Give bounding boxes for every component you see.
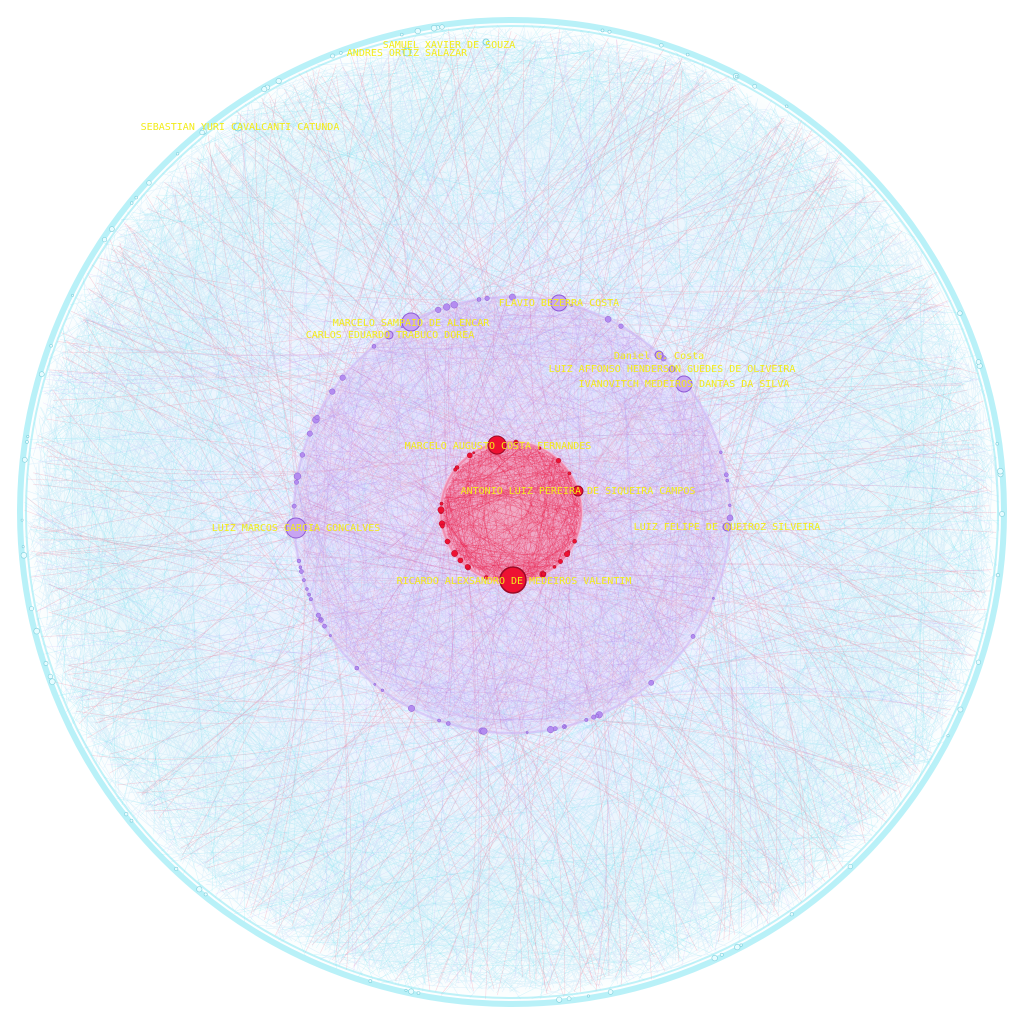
node-sebastian[interactable] <box>233 122 243 132</box>
node-samuel[interactable] <box>482 38 490 46</box>
node-luiz-affonso[interactable] <box>668 365 676 373</box>
node-andres[interactable] <box>402 47 412 57</box>
label-carlos: CARLOS EDUARDO TRABUCO DOREA <box>306 330 475 341</box>
core-edges <box>441 442 583 582</box>
node-luiz-marcos[interactable] <box>285 517 307 539</box>
node-carlos[interactable] <box>384 330 394 340</box>
node-luiz-felipe[interactable] <box>722 522 732 532</box>
node-daniel[interactable] <box>654 350 664 360</box>
label-antonio: ANTONIO LUIZ PEREIRA DE SIQUEIRA CAMPOS <box>461 486 696 497</box>
label-flavio: FLAVIO BEZERRA COSTA <box>499 298 619 309</box>
label-luiz-affonso: LUIZ AFFONSO HENDERSON GUEDES DE OLIVEIR… <box>549 364 796 375</box>
node-marcelo-augusto[interactable] <box>487 435 507 455</box>
label-ricardo: RICARDO ALEXSANDRO DE MEDEIROS VALENTIM <box>397 576 632 587</box>
label-samuel: SAMUEL XAVIER DE SOUZA <box>383 40 515 51</box>
label-sebastian: SEBASTIAN YURI CAVALCANTI CATUNDA <box>141 122 340 133</box>
inner-core-glow <box>439 440 583 584</box>
hub-nodes <box>233 38 732 594</box>
node-labels: SAMUEL XAVIER DE SOUZA ANDRES ORTIZ SALA… <box>141 40 821 587</box>
label-daniel: Daniel G. Costa <box>614 351 704 362</box>
label-luiz-felipe: LUIZ FELIPE DE QUEIROZ SILVEIRA <box>634 522 821 533</box>
node-flavio[interactable] <box>550 294 568 312</box>
label-luiz-marcos: LUIZ MARCOS GARCIA GONCALVES <box>212 523 381 534</box>
node-ivanovitch[interactable] <box>675 375 693 393</box>
label-marcelo-augusto: MARCELO AUGUSTO COSTA FERNANDES <box>405 441 592 452</box>
label-marcelo: MARCELO SAMPAIO DE ALENCAR <box>333 318 491 329</box>
node-ricardo[interactable] <box>499 566 527 594</box>
node-antonio[interactable] <box>572 485 584 497</box>
label-ivanovitch: IVANOVITCH MEDEIROS DANTAS DA SILVA <box>579 379 790 390</box>
node-marcelo[interactable] <box>401 312 421 332</box>
label-andres: ANDRES ORTIZ SALAZAR <box>347 48 468 59</box>
minor-nodes <box>20 24 1005 1003</box>
